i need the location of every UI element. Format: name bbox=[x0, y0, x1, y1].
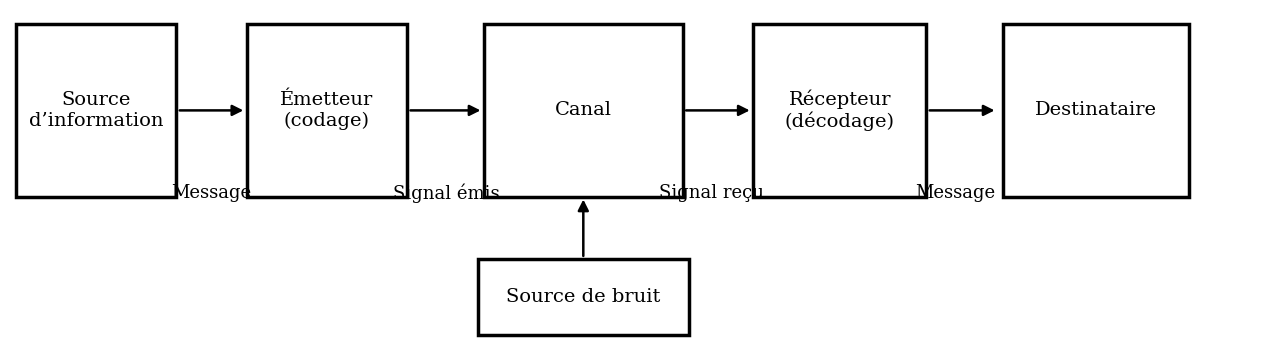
Bar bbox=[1003, 24, 1190, 197]
Bar bbox=[15, 24, 177, 197]
Text: Émetteur
(codage): Émetteur (codage) bbox=[281, 91, 373, 130]
Text: Récepteur
(décodage): Récepteur (décodage) bbox=[785, 89, 895, 131]
Bar bbox=[477, 259, 690, 335]
Bar bbox=[754, 24, 927, 197]
Text: Source de bruit: Source de bruit bbox=[506, 288, 660, 306]
Bar bbox=[246, 24, 408, 197]
Text: Signal émis: Signal émis bbox=[392, 184, 500, 203]
Text: Message: Message bbox=[915, 184, 995, 202]
Text: Canal: Canal bbox=[555, 101, 612, 119]
Text: Message: Message bbox=[172, 184, 251, 202]
Text: Signal reçu: Signal reçu bbox=[659, 184, 764, 202]
Text: Source
d’information: Source d’information bbox=[29, 91, 163, 130]
Text: Destinataire: Destinataire bbox=[1035, 101, 1158, 119]
Bar bbox=[485, 24, 682, 197]
